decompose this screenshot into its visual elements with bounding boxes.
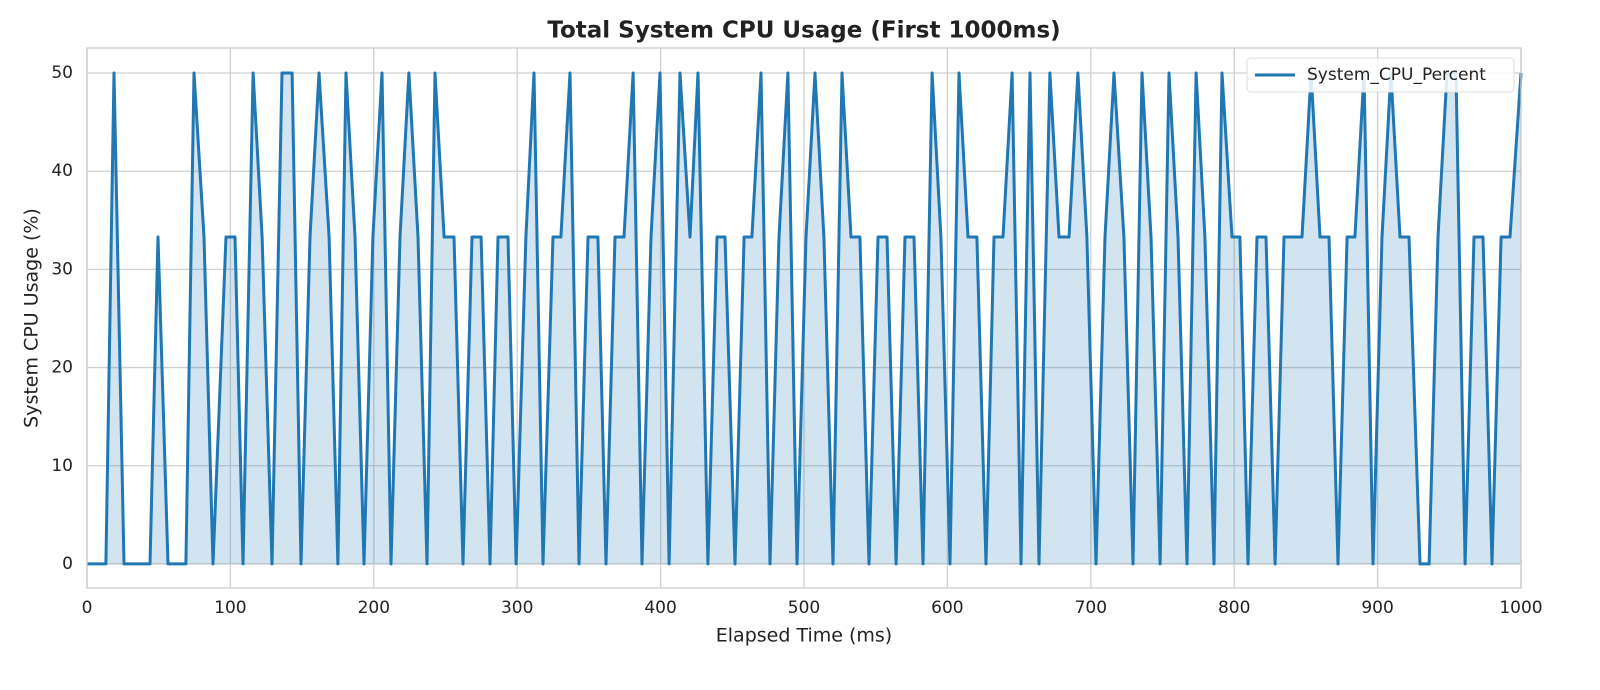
x-tick-label: 1000 [1499, 598, 1542, 618]
x-tick-label: 700 [1075, 598, 1107, 618]
y-tick-label: 30 [51, 259, 73, 279]
x-tick-label: 200 [358, 598, 390, 618]
x-axis-label: Elapsed Time (ms) [716, 625, 892, 647]
legend-label: System_CPU_Percent [1307, 65, 1486, 85]
chart-title: Total System CPU Usage (First 1000ms) [547, 18, 1060, 44]
y-tick-label: 50 [51, 63, 73, 83]
legend-box [1246, 57, 1515, 93]
line [87, 71, 1523, 566]
x-tick-label: 300 [501, 598, 533, 618]
y-tick-label: 40 [51, 161, 73, 181]
plot-frame [86, 47, 1522, 589]
y-tick-label: 0 [62, 554, 73, 574]
x-tick-label: 900 [1361, 598, 1393, 618]
y-tick-label: 10 [51, 456, 73, 476]
x-tick-label: 400 [644, 598, 676, 618]
y-tick-label: 20 [51, 358, 73, 378]
y-axis-label: System CPU Usage (%) [21, 208, 43, 428]
x-tick-label: 0 [82, 598, 93, 618]
x-tick-label: 600 [931, 598, 963, 618]
x-tick-label: 500 [788, 598, 820, 618]
x-tick-label: 800 [1218, 598, 1250, 618]
x-tick-label: 100 [214, 598, 246, 618]
